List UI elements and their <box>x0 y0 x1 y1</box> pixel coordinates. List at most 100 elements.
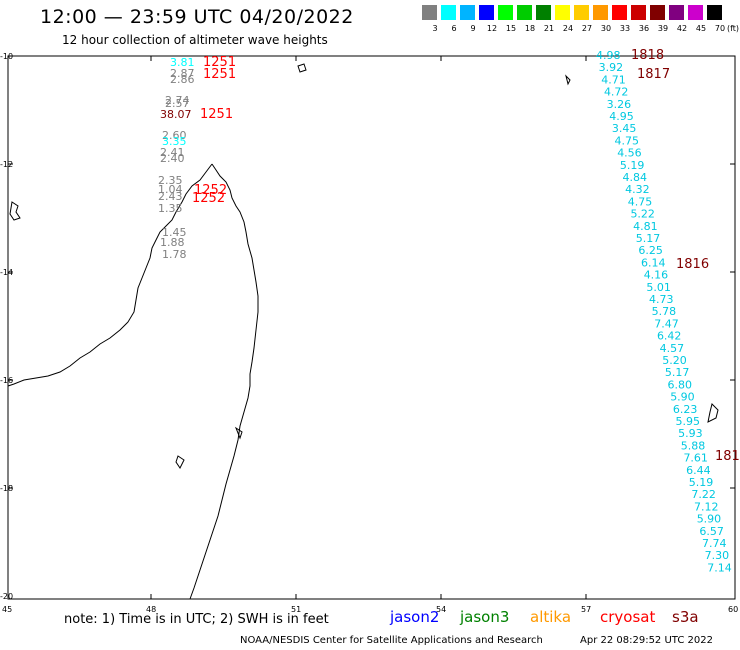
pass-time-label: 1251 <box>203 67 236 82</box>
wave-height-label: 5.19 <box>620 159 645 172</box>
scale-label: 21 <box>543 24 555 33</box>
wave-height-label: 5.90 <box>697 513 722 526</box>
scale-label: 33 <box>619 24 631 33</box>
wave-height-label: 1.45 <box>162 226 187 239</box>
scale-swatch <box>460 5 475 20</box>
scale-swatch <box>536 5 551 20</box>
wave-height-label: 4.56 <box>617 147 642 160</box>
longitude-tick-labels: 45 48 51 54 57 60 <box>2 605 738 614</box>
wave-height-label: 4.81 <box>633 220 658 233</box>
madagascar-west-coast <box>7 163 213 387</box>
wave-height-label: 2.57 <box>165 97 190 110</box>
wave-height-label: 1.88 <box>160 236 185 249</box>
satellite-legend-altika: altika <box>530 608 572 626</box>
scale-swatch <box>479 5 494 20</box>
pass-time-label: 1816 <box>676 257 709 272</box>
wave-height-label: 6.14 <box>641 256 666 269</box>
wave-height-label: 7.14 <box>707 561 732 574</box>
scale-label: 12 <box>486 24 498 33</box>
wave-height-label: 3.35 <box>162 135 187 148</box>
wave-height-label: 4.75 <box>628 195 653 208</box>
wave-height-label: 5.90 <box>670 391 695 404</box>
pass-time-label: 1817 <box>637 67 670 82</box>
wave-height-label: 2.41 <box>160 146 185 159</box>
wave-height-label: 2.43 <box>158 190 183 203</box>
wave-height-label: 6.42 <box>657 330 682 343</box>
wave-height-label: 7.74 <box>702 537 727 550</box>
wave-height-label: 5.95 <box>676 415 701 428</box>
scale-label: 18 <box>524 24 536 33</box>
satellite-legend-jason2: jason2 <box>390 608 440 626</box>
scale-swatch <box>631 5 646 20</box>
lon-label: 51 <box>291 605 301 614</box>
wave-height-label: 3.81 <box>170 56 195 69</box>
pass-time-label: 1818 <box>631 48 664 63</box>
wave-height-label: 4.95 <box>609 110 634 123</box>
west-track-heights: 3.812.872.862.742.5738.072.603.352.412.4… <box>158 56 195 261</box>
wave-height-label: 2.35 <box>158 174 183 187</box>
generation-timestamp: Apr 22 08:29:52 UTC 2022 <box>580 635 713 646</box>
island-outline <box>707 403 719 423</box>
pass-time-label: 1251 <box>200 107 233 122</box>
scale-label: 36 <box>638 24 650 33</box>
scale-swatch <box>688 5 703 20</box>
wave-height-label: 6.25 <box>638 244 663 257</box>
wave-height-label: 4.98 <box>596 49 621 62</box>
wave-height-label: 5.20 <box>662 354 687 367</box>
wave-height-label: 2.40 <box>160 152 185 165</box>
pass-time-label: 1252 <box>194 183 227 198</box>
island-outline <box>9 201 21 221</box>
wave-height-label: 2.74 <box>165 94 190 107</box>
wave-height-label: 6.80 <box>668 378 693 391</box>
lat-label: -10 <box>0 52 13 61</box>
wave-height-label: 1.78 <box>162 248 187 261</box>
lat-label: -18 <box>0 484 13 493</box>
wave-height-label: 4.73 <box>649 293 674 306</box>
credit-line: NOAA/NESDIS Center for Satellite Applica… <box>240 635 543 646</box>
scale-label: 70 <box>714 24 726 33</box>
lon-label: 60 <box>728 605 738 614</box>
wave-height-label: 4.57 <box>660 342 685 355</box>
wave-height-label: 7.61 <box>683 452 708 465</box>
wave-height-label: 5.01 <box>646 281 671 294</box>
wave-height-label: 4.72 <box>604 86 629 99</box>
island-outline <box>565 74 571 86</box>
wave-height-label: 5.22 <box>630 208 655 221</box>
wave-height-label: 3.92 <box>599 61 624 74</box>
lon-label: 48 <box>146 605 156 614</box>
wave-height-label: 7.47 <box>654 317 679 330</box>
scale-swatch <box>555 5 570 20</box>
pass-time-label: 1252 <box>192 191 225 206</box>
wave-height-label: 38.07 <box>160 108 192 121</box>
wave-height-label: 4.16 <box>644 269 669 282</box>
scale-label: 15 <box>505 24 517 33</box>
satellite-legend-jason3: jason3 <box>460 608 510 626</box>
scale-label: 30 <box>600 24 612 33</box>
wave-height-label: 4.32 <box>625 183 650 196</box>
wave-height-label: 7.30 <box>705 549 730 562</box>
scale-label: 3 <box>432 24 438 33</box>
wave-height-label: 2.86 <box>170 73 195 86</box>
wave-height-label: 6.44 <box>686 464 711 477</box>
wave-height-label: 5.17 <box>636 232 661 245</box>
wave-height-label: 5.17 <box>665 366 690 379</box>
satellite-legend-cryosat: cryosat <box>600 608 656 626</box>
scale-swatch <box>612 5 627 20</box>
pass-time-label: 1251 <box>203 55 236 70</box>
scale-label: 24 <box>562 24 574 33</box>
lat-label: -14 <box>0 268 13 277</box>
scale-swatch <box>574 5 589 20</box>
scale-swatch <box>441 5 456 20</box>
island-outline <box>175 455 185 469</box>
map-subtitle: 12 hour collection of altimeter wave hei… <box>62 33 328 47</box>
scale-label: 42 <box>676 24 688 33</box>
wave-height-label: 5.19 <box>689 476 714 489</box>
scale-swatch <box>517 5 532 20</box>
scale-label: 9 <box>470 24 476 33</box>
map-grid-ticks <box>8 56 735 599</box>
scale-swatch <box>498 5 513 20</box>
wave-height-label: 1.04 <box>158 183 183 196</box>
scale-label: 27 <box>581 24 593 33</box>
scale-unit-label: (ft) <box>727 24 740 33</box>
